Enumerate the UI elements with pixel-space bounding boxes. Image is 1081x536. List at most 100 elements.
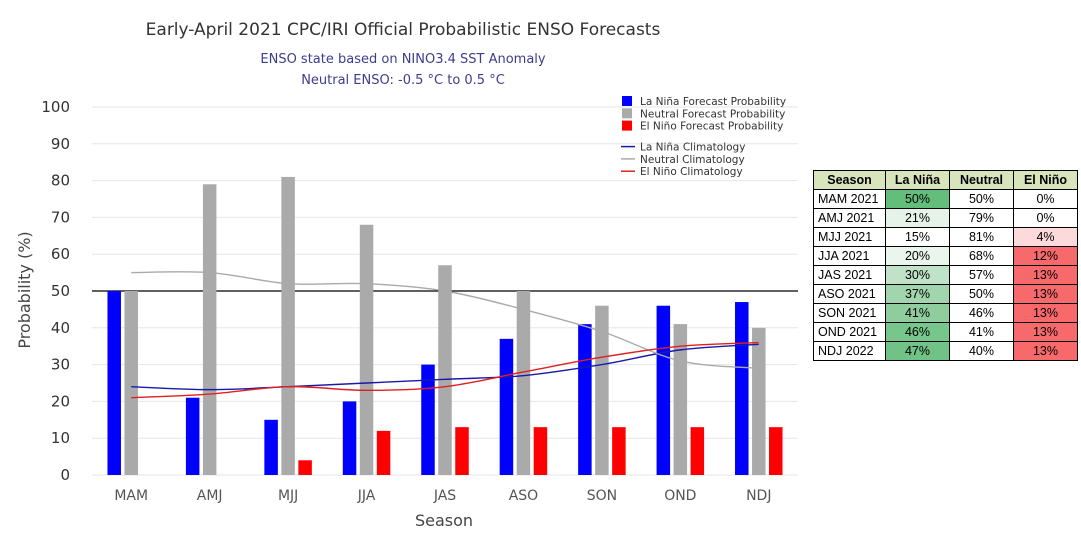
el-nino-cell: 13% [1013, 284, 1078, 304]
bar-neutral-forecast-probability-aso [516, 291, 531, 475]
y-tick-label: 0 [60, 466, 70, 484]
el-nino-cell: 4% [1013, 227, 1078, 247]
table-row: JJA 2021 20% 68% 12% [813, 246, 1078, 266]
la-nina-cell: 41% [885, 303, 950, 323]
la-nina-cell: 46% [885, 322, 950, 342]
bar-la-ni-a-forecast-probability-ndj [735, 302, 749, 475]
legend-label: La Niña Forecast Probability [640, 96, 786, 108]
x-tick-label: OND [664, 488, 696, 504]
bar-la-ni-a-forecast-probability-aso [499, 338, 514, 475]
column-header-el-nino: El Niño [1013, 170, 1078, 190]
neutral-cell: 81% [949, 227, 1014, 247]
table-row: SON 2021 41% 46% 13% [813, 303, 1078, 323]
table-row: AMJ 2021 21% 79% 0% [813, 208, 1078, 228]
legend-swatch [622, 120, 632, 131]
el-nino-cell: 13% [1013, 265, 1078, 285]
la-nina-cell: 21% [885, 208, 950, 228]
legend-label: Neutral Climatology [640, 154, 745, 166]
bar-neutral-forecast-probability-amj [202, 184, 217, 475]
y-tick-label: 40 [51, 319, 70, 337]
climatology-lines [131, 271, 759, 399]
la-nina-cell: 20% [885, 246, 950, 266]
el-nino-cell: 13% [1013, 341, 1078, 361]
season-cell: AMJ 2021 [813, 208, 886, 228]
bar-neutral-forecast-probability-mam [124, 291, 138, 475]
legend-item: El Niño Forecast Probability [622, 120, 783, 133]
bar-el-ni-o-forecast-probability-ond [690, 427, 705, 475]
enso-chart: Early-April 2021 CPC/IRI Official Probab… [15, 20, 798, 530]
y-tick-label: 10 [51, 429, 70, 447]
neutral-cell: 50% [949, 284, 1014, 304]
legend-item: La Niña Climatology [621, 142, 745, 154]
chart-subtitle-line-1: ENSO state based on NINO3.4 SST Anomaly [260, 52, 546, 67]
chart-subtitle-line-2: Neutral ENSO: -0.5 °C to 0.5 °C [301, 73, 505, 88]
la-nina-cell: 15% [885, 227, 950, 247]
bar-series [107, 176, 783, 476]
neutral-cell: 41% [949, 322, 1014, 342]
el-nino-cell: 13% [1013, 303, 1078, 323]
bar-la-ni-a-forecast-probability-mam [107, 291, 121, 475]
la-nina-cell: 37% [885, 284, 950, 304]
season-cell: JJA 2021 [813, 246, 886, 266]
neutral-climatology-line [131, 271, 759, 369]
y-tick-label: 80 [51, 172, 70, 190]
season-cell: ASO 2021 [813, 284, 886, 304]
neutral-cell: 57% [949, 265, 1014, 285]
la-nina-cell: 30% [885, 265, 950, 285]
table-body: MAM 2021 50% 50% 0% AMJ 2021 21% 79% 0% MJJ 2021… [813, 189, 1078, 361]
la-nina-cell: 50% [885, 189, 950, 209]
x-tick-label: MAM [114, 488, 148, 504]
neutral-cell: 68% [949, 246, 1014, 266]
el-nino-cell: 0% [1013, 208, 1078, 228]
season-cell: NDJ 2022 [813, 341, 886, 361]
bar-el-ni-o-forecast-probability-jas [455, 427, 469, 475]
y-tick-labels: 0 10 20 30 40 50 60 70 80 90 100 [41, 98, 70, 484]
y-tick-label: 70 [51, 208, 70, 226]
y-tick-label: 100 [41, 98, 70, 116]
legend-swatch [622, 108, 632, 119]
bar-la-ni-a-forecast-probability-mjj [264, 419, 278, 475]
neutral-cell: 40% [949, 341, 1014, 361]
bar-el-ni-o-forecast-probability-son [612, 427, 626, 475]
table-header-row: Season La Niña Neutral El Niño [813, 170, 1078, 190]
bar-el-ni-o-forecast-probability-aso [533, 427, 548, 475]
season-cell: JAS 2021 [813, 265, 886, 285]
legend-item: Neutral Forecast Probability [622, 108, 785, 120]
table-row: NDJ 2022 47% 40% 13% [813, 341, 1078, 361]
neutral-cell: 50% [949, 189, 1014, 209]
chart-title: Early-April 2021 CPC/IRI Official Probab… [146, 20, 661, 40]
legend-item: El Niño Climatology [621, 166, 743, 178]
x-tick-labels: MAM AMJ MJJ JJA JAS ASO SON OND NDJ [114, 488, 771, 504]
y-tick-label: 50 [51, 282, 70, 300]
column-header-neutral: Neutral [949, 170, 1014, 190]
x-tick-label: JAS [433, 488, 456, 504]
el-ni-o-climatology-line [131, 341, 759, 399]
bar-neutral-forecast-probability-jas [438, 265, 452, 475]
season-cell: MAM 2021 [813, 189, 886, 209]
table-row: JAS 2021 30% 57% 13% [813, 265, 1078, 285]
x-axis-title: Season [415, 511, 473, 530]
bar-la-ni-a-forecast-probability-jas [421, 364, 435, 475]
bar-el-ni-o-forecast-probability-jja [376, 430, 391, 475]
x-tick-label: ASO [509, 488, 538, 504]
probability-table: Season La Niña Neutral El Niño MAM 2021 5… [813, 170, 1078, 361]
x-tick-label: AMJ [197, 488, 223, 504]
season-cell: SON 2021 [813, 303, 886, 323]
bar-neutral-forecast-probability-son [595, 305, 609, 475]
bar-neutral-forecast-probability-mjj [281, 176, 295, 476]
table-row: ASO 2021 37% 50% 13% [813, 284, 1078, 304]
y-axis-title: Probability (%) [15, 231, 34, 348]
bar-la-ni-a-forecast-probability-ond [656, 305, 671, 475]
table-row: MJJ 2021 15% 81% 4% [813, 227, 1078, 247]
column-header-season: Season [813, 170, 886, 190]
bar-neutral-forecast-probability-ndj [752, 327, 766, 475]
el-nino-cell: 13% [1013, 322, 1078, 342]
y-tick-label: 30 [51, 356, 70, 374]
el-nino-cell: 12% [1013, 246, 1078, 266]
bar-la-ni-a-forecast-probability-son [578, 324, 592, 475]
y-tick-label: 60 [51, 245, 70, 263]
x-tick-label: SON [587, 488, 617, 504]
table-row: OND 2021 46% 41% 13% [813, 322, 1078, 342]
bar-la-ni-a-forecast-probability-jja [342, 401, 357, 475]
